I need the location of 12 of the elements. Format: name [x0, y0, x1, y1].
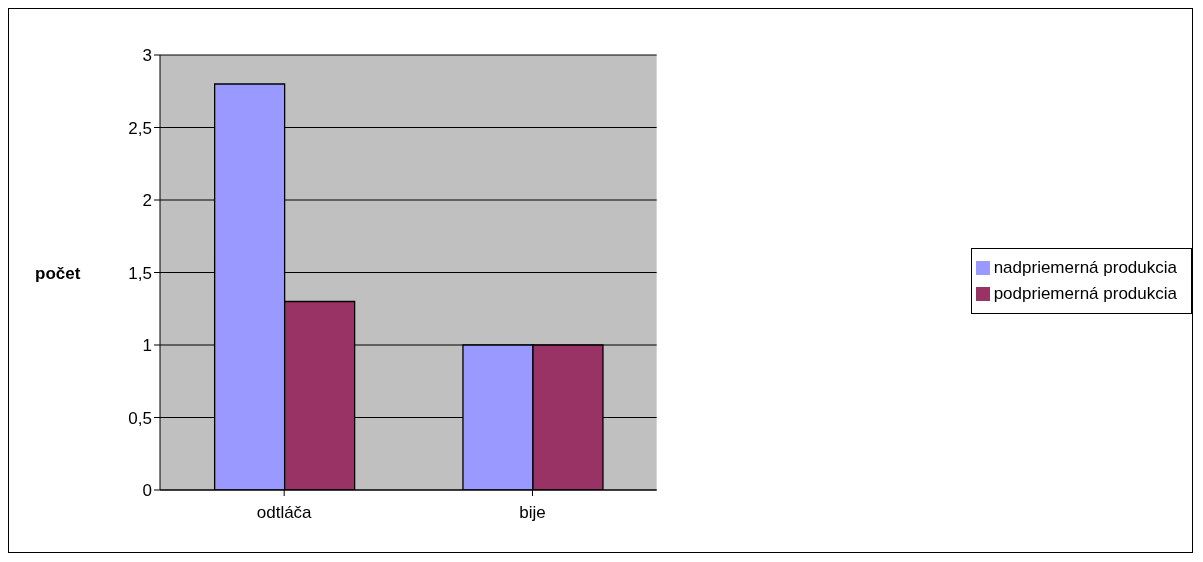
- legend-label: podpriemerná produkcia: [993, 283, 1177, 303]
- y-tick-label: 2,5: [128, 118, 152, 138]
- x-tick-label: bije: [519, 503, 546, 523]
- y-tick-label: 0: [142, 481, 152, 501]
- y-tick-label: 1: [142, 336, 152, 356]
- y-tick-label: 1,5: [128, 263, 152, 283]
- legend-label: nadpriemerná produkcia: [993, 257, 1177, 277]
- y-tick-label: 3: [142, 46, 152, 66]
- y-tick-label: 2: [142, 191, 152, 211]
- y-tick-label: 0,5: [128, 408, 152, 428]
- x-tick-label: odtláča: [256, 503, 313, 523]
- y-axis-title: počet: [35, 263, 81, 283]
